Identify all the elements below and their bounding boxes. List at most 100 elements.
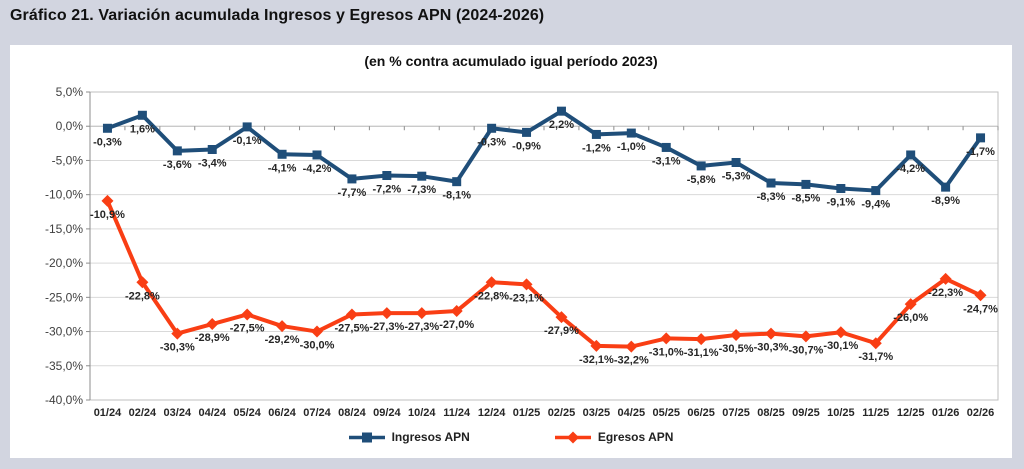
data-point-marker-ingresos-apn <box>871 186 881 196</box>
data-point-label-egresos-apn: -31,0% <box>649 346 684 358</box>
data-point-marker-ingresos-apn <box>347 174 357 184</box>
data-point-label-ingresos-apn: -7,7% <box>338 187 367 199</box>
data-point-marker-ingresos-apn <box>277 149 287 159</box>
data-point-marker-egresos-apn <box>904 298 917 311</box>
data-point-marker-ingresos-apn <box>976 133 986 143</box>
data-point-label-ingresos-apn: -5,3% <box>722 170 751 182</box>
x-tick-label: 03/25 <box>583 407 611 419</box>
data-point-label-egresos-apn: -27,3% <box>369 321 404 333</box>
data-point-label-egresos-apn: -27,3% <box>404 321 439 333</box>
chart-legend: Ingresos APN Egresos APN <box>10 430 1012 444</box>
x-tick-label: 12/24 <box>478 407 506 419</box>
y-tick-label: -40,0% <box>45 393 83 407</box>
legend-ingresos-label: Ingresos APN <box>391 430 470 444</box>
x-tick-label: 04/24 <box>198 407 226 419</box>
data-point-marker-ingresos-apn <box>417 171 427 181</box>
data-point-marker-egresos-apn <box>276 320 289 333</box>
x-tick-label: 04/25 <box>618 407 646 419</box>
data-point-marker-ingresos-apn <box>487 123 497 133</box>
x-tick-label: 01/26 <box>932 407 960 419</box>
data-point-marker-egresos-apn <box>171 327 184 340</box>
data-point-label-ingresos-apn: -1,0% <box>617 141 646 153</box>
y-tick-label: -30,0% <box>45 325 83 339</box>
data-point-marker-ingresos-apn <box>591 129 601 139</box>
data-point-marker-egresos-apn <box>660 332 673 345</box>
data-point-label-egresos-apn: -30,3% <box>754 342 789 354</box>
data-point-label-ingresos-apn: -8,3% <box>757 191 786 203</box>
data-point-marker-egresos-apn <box>206 318 219 331</box>
x-tick-label: 12/25 <box>897 407 925 419</box>
y-tick-label: -15,0% <box>45 222 83 236</box>
data-point-marker-ingresos-apn <box>731 157 741 167</box>
data-point-marker-egresos-apn <box>625 340 638 353</box>
chart-title: Gráfico 21. Variación acumulada Ingresos… <box>10 7 545 24</box>
data-point-label-egresos-apn: -27,0% <box>439 319 474 331</box>
data-point-label-egresos-apn: -30,5% <box>719 343 754 355</box>
chart-subtitle: (en % contra acumulado igual período 202… <box>364 53 658 69</box>
data-point-marker-egresos-apn <box>974 289 987 302</box>
data-point-marker-egresos-apn <box>380 307 393 320</box>
data-point-marker-ingresos-apn <box>941 182 951 192</box>
legend-egresos-label: Egresos APN <box>597 430 674 444</box>
data-point-marker-ingresos-apn <box>312 150 322 160</box>
data-point-marker-ingresos-apn <box>556 106 566 116</box>
data-point-label-egresos-apn: -30,7% <box>788 344 823 356</box>
data-point-marker-ingresos-apn <box>242 122 252 132</box>
data-point-label-ingresos-apn: -8,5% <box>792 192 821 204</box>
data-point-marker-egresos-apn <box>939 272 952 285</box>
data-point-marker-ingresos-apn <box>522 127 532 137</box>
data-point-marker-egresos-apn <box>345 308 358 321</box>
legend-egresos-marker-icon <box>554 431 591 443</box>
data-point-label-egresos-apn: -26,0% <box>893 312 928 324</box>
legend-entry-ingresos: Ingresos APN <box>348 430 470 444</box>
x-tick-label: 05/25 <box>652 407 680 419</box>
data-point-label-egresos-apn: -28,9% <box>195 332 230 344</box>
data-point-label-egresos-apn: -22,8% <box>474 290 509 302</box>
chart-panel: (en % contra acumulado igual período 202… <box>10 45 1012 458</box>
data-point-marker-ingresos-apn <box>836 184 846 194</box>
data-point-label-egresos-apn: -27,9% <box>544 325 579 337</box>
data-point-label-ingresos-apn: -8,1% <box>442 190 471 202</box>
data-point-label-egresos-apn: -22,3% <box>928 287 963 299</box>
data-point-marker-ingresos-apn <box>172 146 182 156</box>
data-point-label-ingresos-apn: 2,2% <box>549 119 574 131</box>
x-tick-label: 01/24 <box>94 407 122 419</box>
y-tick-label: -5,0% <box>52 153 84 167</box>
x-tick-label: 02/25 <box>548 407 576 419</box>
series-egresos-apn-line <box>105 198 983 349</box>
data-point-marker-egresos-apn <box>730 328 743 341</box>
y-tick-label: -20,0% <box>45 256 83 270</box>
data-point-label-egresos-apn: -30,1% <box>823 340 858 352</box>
data-point-marker-egresos-apn <box>415 307 428 320</box>
data-point-label-egresos-apn: -31,7% <box>858 351 893 363</box>
data-point-marker-ingresos-apn <box>382 171 392 181</box>
data-point-marker-ingresos-apn <box>137 110 147 120</box>
data-point-marker-egresos-apn <box>834 326 847 339</box>
data-point-marker-egresos-apn <box>555 311 568 324</box>
x-tick-label: 02/24 <box>129 407 157 419</box>
x-tick-label: 09/25 <box>792 407 820 419</box>
x-tick-label: 09/24 <box>373 407 401 419</box>
data-point-label-ingresos-apn: -9,4% <box>861 199 890 211</box>
data-point-marker-ingresos-apn <box>626 128 636 138</box>
data-point-label-ingresos-apn: -8,9% <box>931 195 960 207</box>
data-point-label-ingresos-apn: -9,1% <box>826 197 855 209</box>
data-point-marker-ingresos-apn <box>102 123 112 133</box>
data-point-label-egresos-apn: -31,1% <box>684 347 719 359</box>
data-point-label-ingresos-apn: -7,3% <box>407 184 436 196</box>
data-point-label-ingresos-apn: -7,2% <box>372 184 401 196</box>
data-point-label-ingresos-apn: -1,2% <box>582 142 611 154</box>
data-point-marker-egresos-apn <box>450 305 463 318</box>
data-point-marker-ingresos-apn <box>906 150 916 160</box>
data-point-marker-egresos-apn <box>241 308 254 321</box>
x-tick-label: 01/25 <box>513 407 541 419</box>
data-point-marker-ingresos-apn <box>696 161 706 171</box>
data-point-label-egresos-apn: -27,5% <box>230 322 265 334</box>
legend-ingresos-marker-icon <box>348 432 385 442</box>
legend-entry-egresos: Egresos APN <box>554 430 674 444</box>
x-tick-label: 07/25 <box>722 407 750 419</box>
data-point-marker-egresos-apn <box>136 276 149 289</box>
x-tick-label: 05/24 <box>233 407 261 419</box>
data-point-label-ingresos-apn: 1,6% <box>130 123 155 135</box>
